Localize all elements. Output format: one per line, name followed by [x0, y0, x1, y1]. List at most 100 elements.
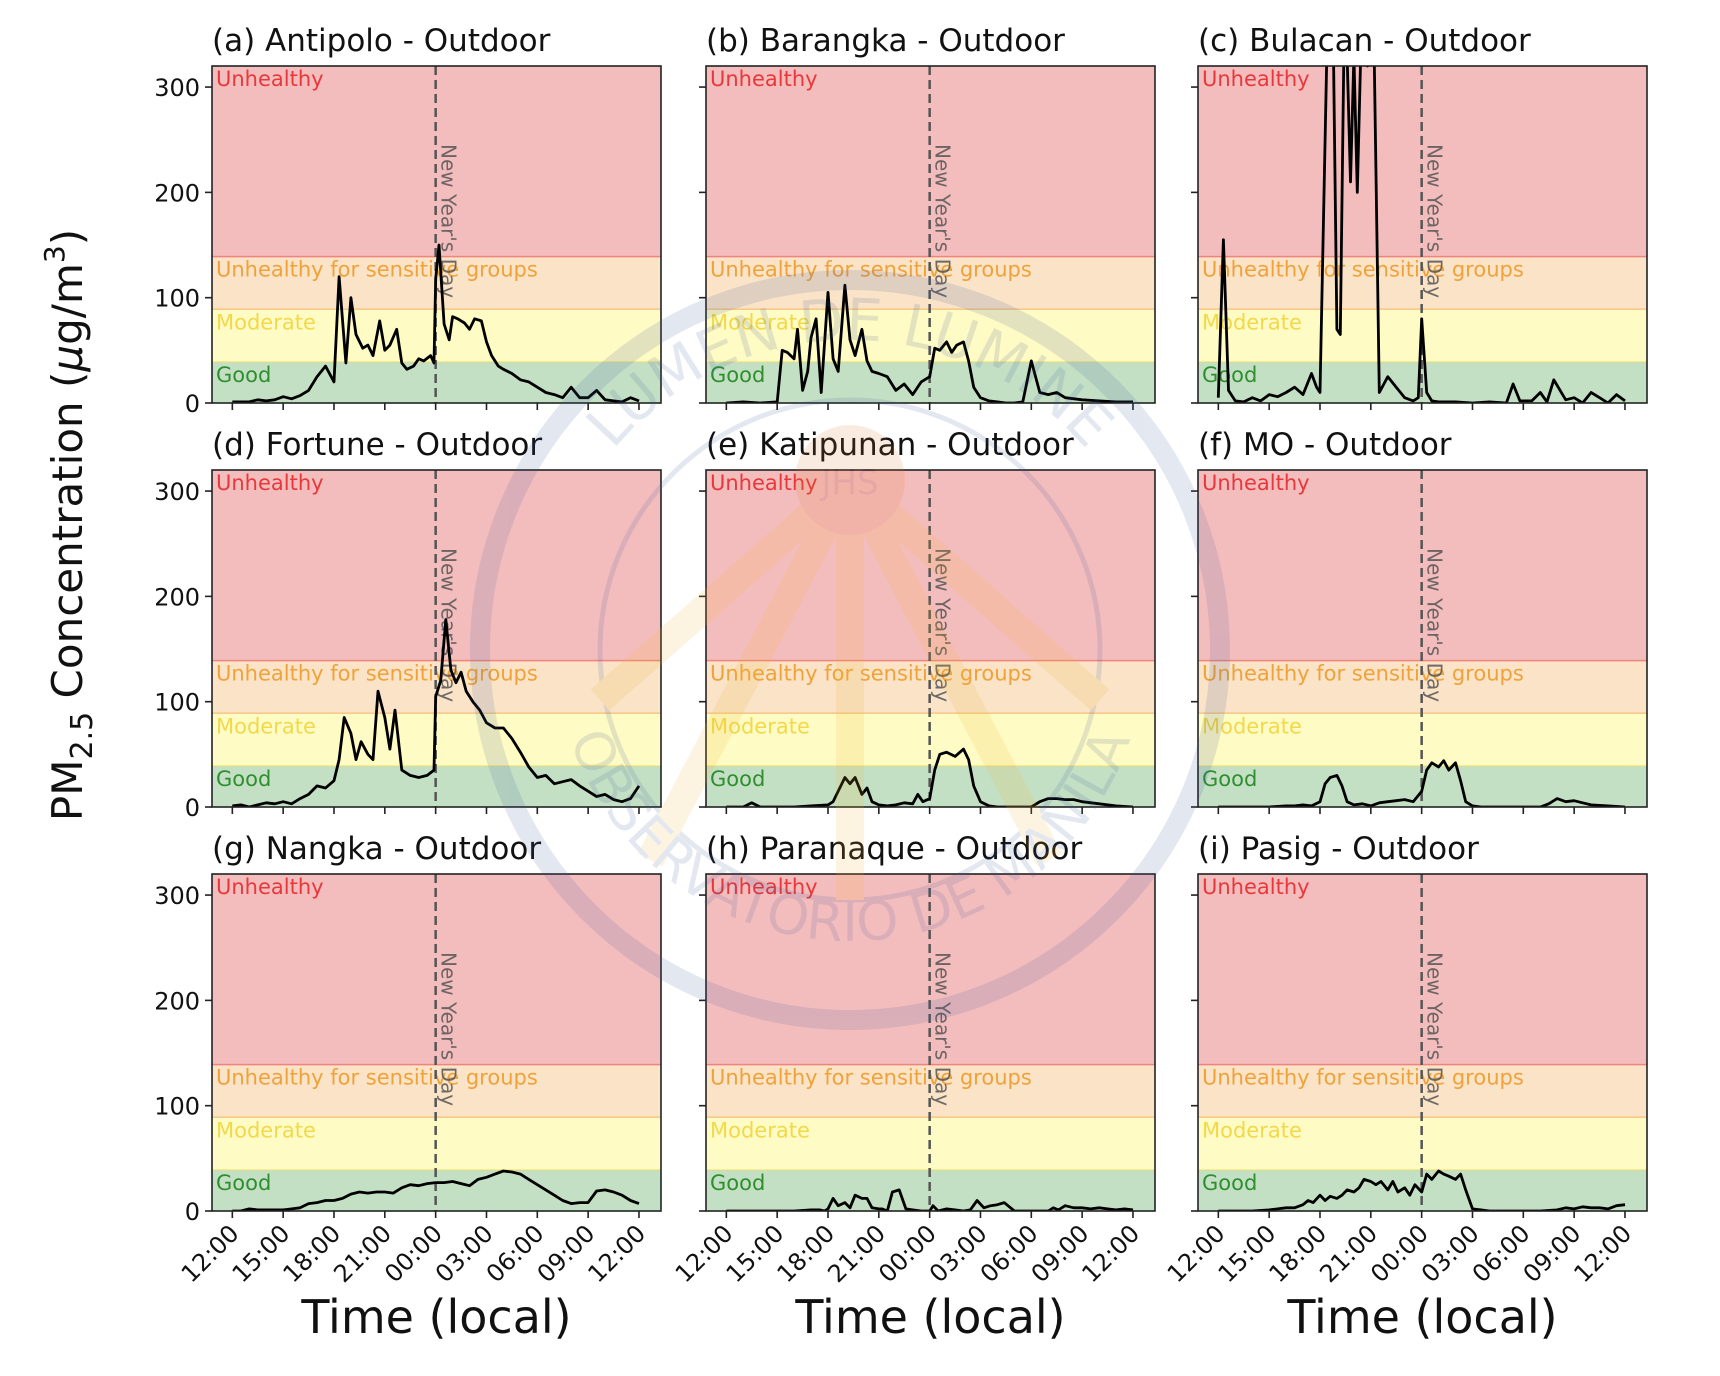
- ylabel-concentration: Concentration (: [43, 372, 92, 712]
- ylabel-pm: PM: [43, 760, 92, 822]
- y-tick-label: 0: [185, 390, 200, 418]
- band-label: Moderate: [216, 714, 316, 738]
- x-tick-label: 15:00: [227, 1219, 296, 1288]
- band-label: Unhealthy for sensitive groups: [1202, 1066, 1524, 1090]
- axis-labels: PM2.5 Concentration (μg/m3): [38, 229, 100, 821]
- panel-title: (g) Nangka - Outdoor: [212, 831, 541, 867]
- x-tick-label: 12:00: [1162, 1219, 1231, 1288]
- panel-title: (c) Bulacan - Outdoor: [1198, 23, 1531, 59]
- band-label: Unhealthy for sensitive groups: [710, 662, 1032, 686]
- band-label: Unhealthy: [710, 471, 818, 495]
- panel: (i) Pasig - Outdoor Good Moderate Unhealthy…: [1162, 831, 1648, 1344]
- series-clip: [232, 1169, 640, 1211]
- series-clip: [726, 1188, 1134, 1211]
- x-tick-label: 03:00: [924, 1219, 993, 1288]
- plot-frame: [705, 469, 1156, 808]
- x-tick-label: 00:00: [873, 1219, 942, 1288]
- x-tick-label: 09:00: [1518, 1219, 1587, 1288]
- y-tick-label: 300: [154, 74, 200, 102]
- x-tick-label: 03:00: [430, 1219, 499, 1288]
- x-tick-label: 09:00: [532, 1219, 601, 1288]
- new-years-label: New Year's Day: [931, 952, 955, 1106]
- series-clip: [232, 618, 641, 807]
- band-label: Unhealthy for sensitive groups: [216, 258, 538, 282]
- plot-frame: [211, 469, 662, 808]
- plot-frame: [1197, 469, 1648, 808]
- x-axis-label: Time (local): [300, 1290, 571, 1344]
- series-clip: [1216, 66, 1626, 403]
- ylabel-superscript: 3: [38, 245, 71, 263]
- x-tick-label: 21:00: [822, 1219, 891, 1288]
- band-label: Moderate: [1202, 310, 1302, 334]
- band-label: Unhealthy: [1202, 875, 1310, 899]
- band-label: Unhealthy: [710, 875, 818, 899]
- x-tick-label: 18:00: [772, 1219, 841, 1288]
- panel-title: (f) MO - Outdoor: [1198, 427, 1452, 463]
- new-years-label: New Year's Day: [931, 548, 955, 702]
- x-tick-label: 00:00: [1365, 1219, 1434, 1288]
- x-tick-label: 12:00: [176, 1219, 245, 1288]
- band-label: Good: [710, 363, 765, 387]
- y-tick-label: 200: [154, 179, 200, 207]
- pm25-series-line: [1218, 759, 1626, 807]
- panel-title: (i) Pasig - Outdoor: [1198, 831, 1479, 867]
- panel: (b) Barangka - Outdoor Good Moderate Unheal…: [699, 23, 1156, 410]
- x-tick-label: 00:00: [379, 1219, 448, 1288]
- panel-title: (d) Fortune - Outdoor: [212, 427, 542, 463]
- y-tick-label: 100: [154, 689, 200, 717]
- band-label: Unhealthy for sensitive groups: [710, 1066, 1032, 1090]
- panel-title: (h) Paranaque - Outdoor: [706, 831, 1082, 867]
- x-tick-label: 12:00: [1077, 1219, 1146, 1288]
- band-label: Good: [216, 767, 271, 791]
- band-label: Unhealthy: [216, 875, 324, 899]
- band-label: Moderate: [710, 714, 810, 738]
- x-tick-label: 15:00: [1213, 1219, 1282, 1288]
- x-tick-label: 15:00: [721, 1219, 790, 1288]
- band-label: Moderate: [1202, 1118, 1302, 1142]
- band-label: Good: [1202, 363, 1257, 387]
- y-tick-label: 100: [154, 1093, 200, 1121]
- plot-frame: [1197, 65, 1648, 404]
- band-label: Unhealthy for sensitive groups: [216, 662, 538, 686]
- series-clip: [726, 283, 1133, 403]
- x-axis-label: Time (local): [1286, 1290, 1557, 1344]
- band-label: Moderate: [710, 1118, 810, 1142]
- band-label: Good: [216, 1171, 271, 1195]
- panel: (g) Nangka - Outdoor Good Moderate Unhealth…: [154, 831, 662, 1344]
- y-axis-label: PM2.5 Concentration (μg/m3): [38, 229, 100, 821]
- plot-frame: [211, 65, 662, 404]
- panel: (c) Bulacan - Outdoor Good Moderate Unhealt…: [1191, 23, 1648, 410]
- band-label: Unhealthy for sensitive groups: [1202, 662, 1524, 686]
- series-clip: [1218, 759, 1626, 807]
- new-years-label: New Year's Day: [931, 144, 955, 298]
- panel: (a) Antipolo - Outdoor Good Moderate Unheal…: [154, 23, 662, 418]
- ylabel-unit: g/m: [43, 263, 92, 345]
- series-clip: [726, 747, 1134, 807]
- band-label: Unhealthy for sensitive groups: [710, 258, 1032, 282]
- band-label: Unhealthy: [710, 67, 818, 91]
- pm25-series-line: [232, 618, 641, 807]
- x-tick-label: 18:00: [1264, 1219, 1333, 1288]
- panels-layer: (a) Antipolo - Outdoor Good Moderate Unheal…: [154, 23, 1648, 1344]
- band-label: Moderate: [710, 310, 810, 334]
- x-tick-label: 09:00: [1026, 1219, 1095, 1288]
- series-clip: [232, 243, 640, 403]
- pm25-series-line: [232, 1169, 640, 1211]
- pm25-series-line: [726, 1188, 1134, 1211]
- ylabel-subscript: 2.5: [65, 712, 100, 760]
- plot-frame: [705, 873, 1156, 1212]
- pm25-series-line: [726, 747, 1134, 807]
- panel-title: (b) Barangka - Outdoor: [706, 23, 1065, 59]
- band-label: Good: [710, 767, 765, 791]
- y-tick-label: 0: [185, 1198, 200, 1226]
- x-tick-label: 21:00: [1314, 1219, 1383, 1288]
- x-tick-label: 21:00: [328, 1219, 397, 1288]
- x-tick-label: 06:00: [975, 1219, 1044, 1288]
- new-years-label: New Year's Day: [437, 952, 461, 1106]
- x-tick-label: 06:00: [481, 1219, 550, 1288]
- pm25-series-line: [232, 243, 640, 403]
- y-tick-label: 0: [185, 794, 200, 822]
- x-tick-label: 12:00: [583, 1219, 652, 1288]
- band-label: Unhealthy: [1202, 471, 1310, 495]
